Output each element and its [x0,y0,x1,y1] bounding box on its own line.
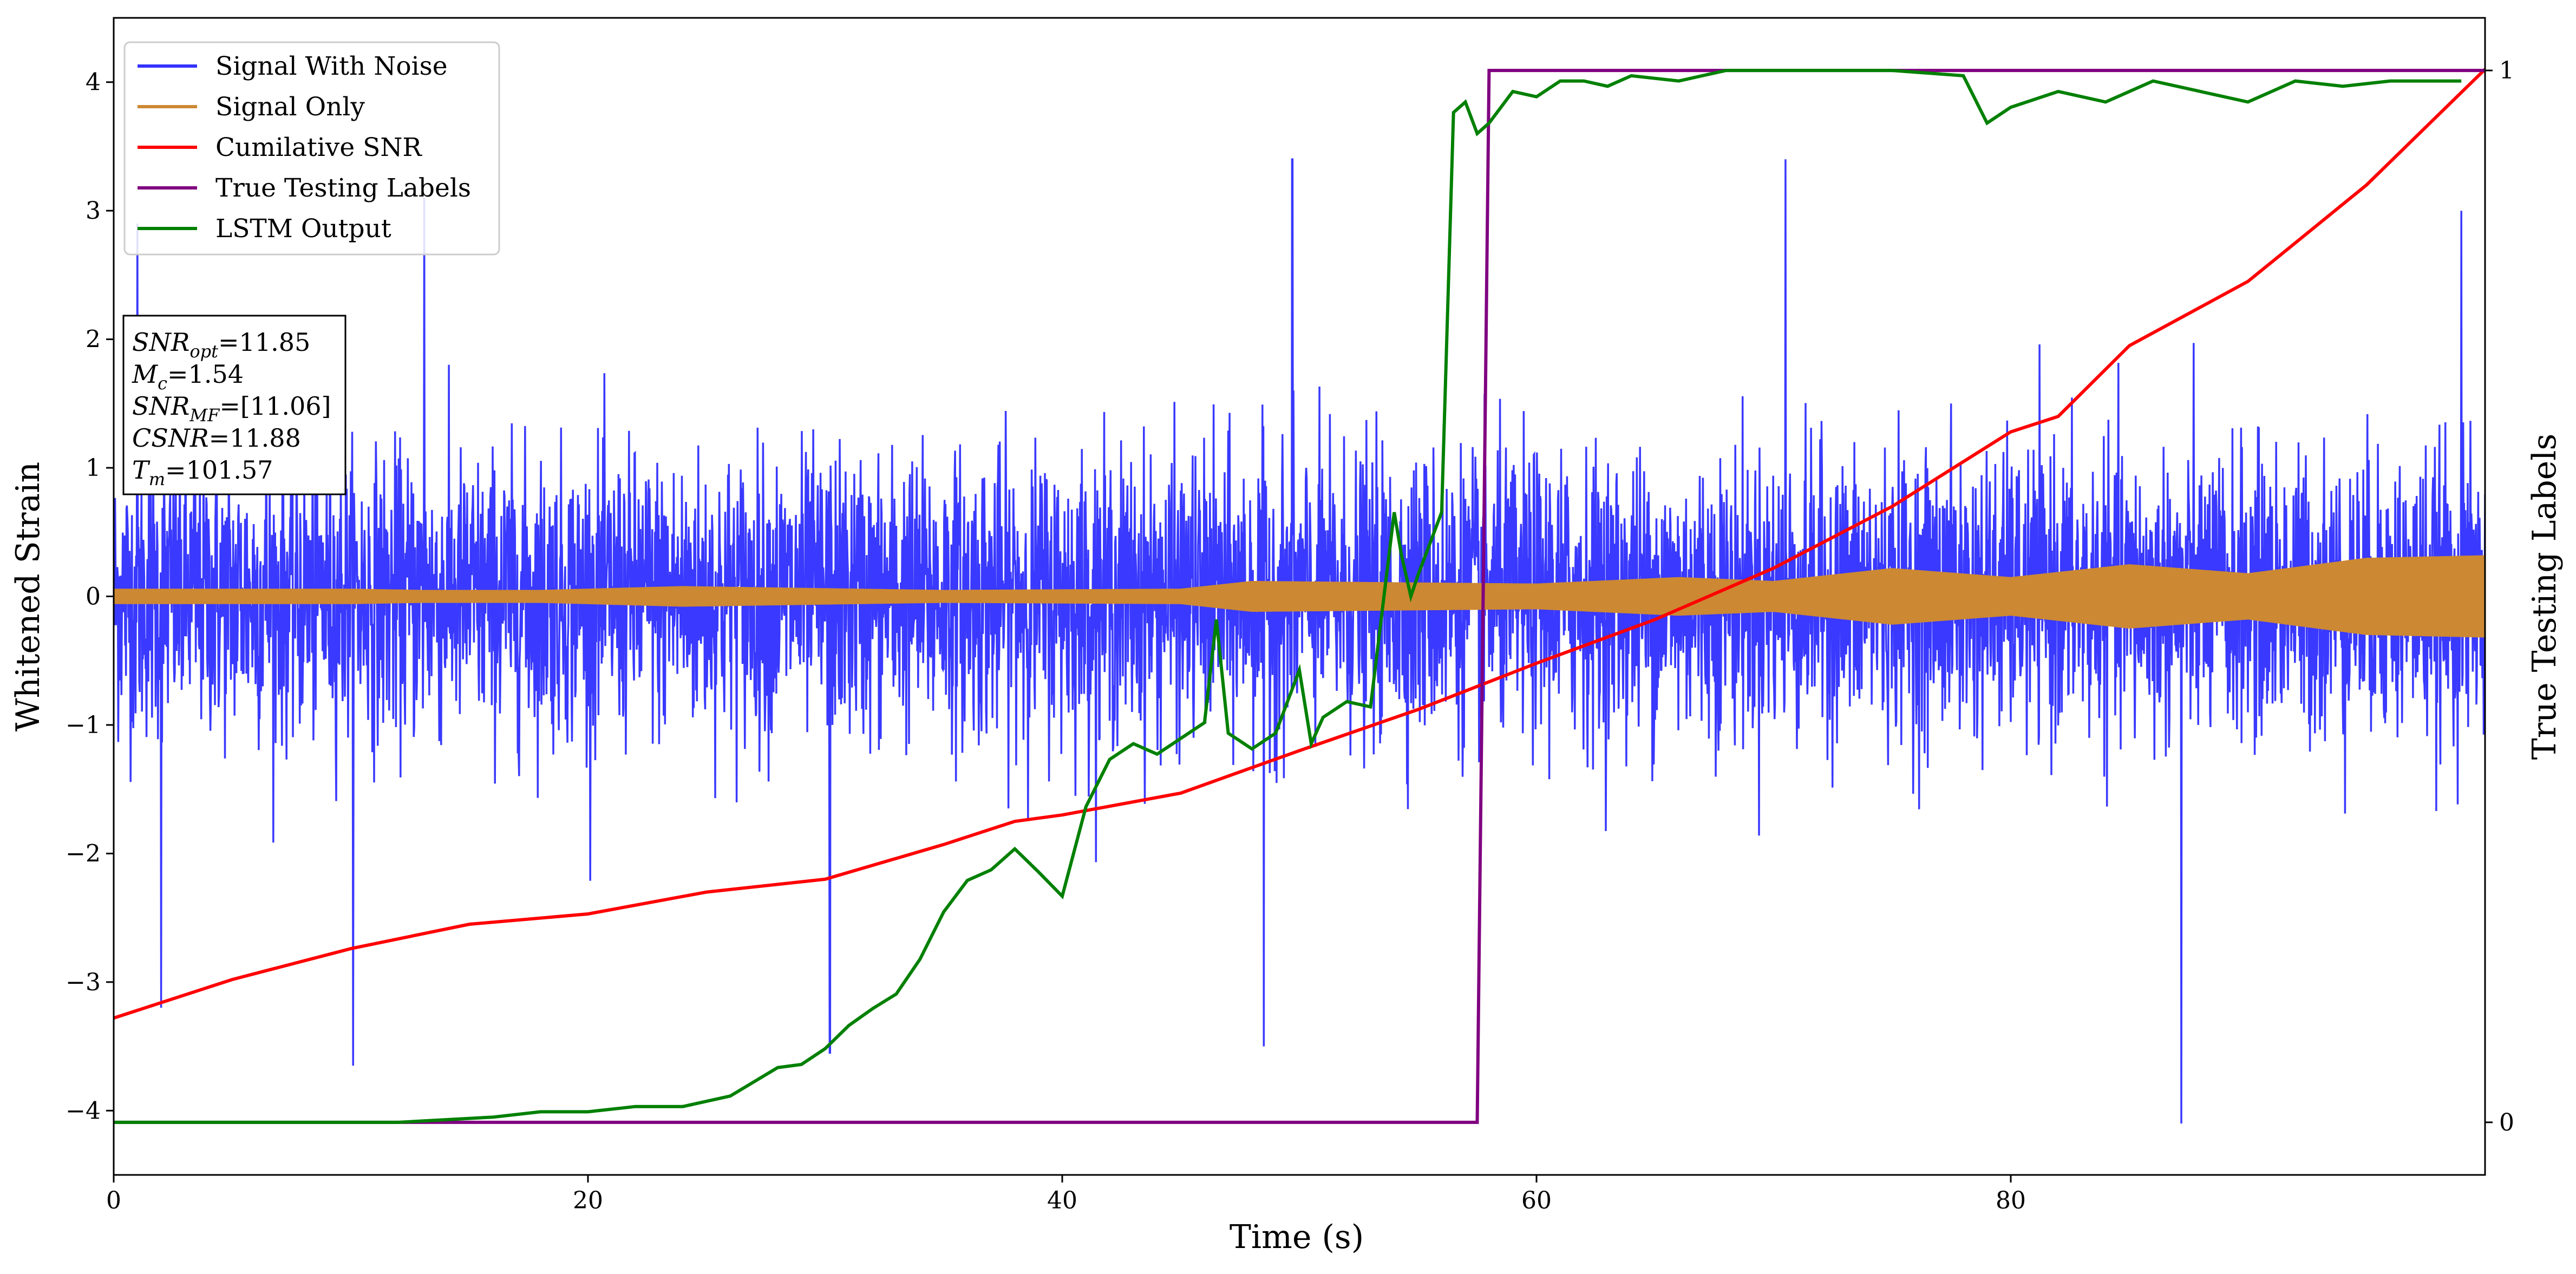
y-tick-label: −2 [66,840,101,867]
y-tick-label: −1 [66,711,101,739]
annotation-line: Mc=1.54 [132,360,244,394]
legend-label: True Testing Labels [215,173,471,203]
x-axis: 0 20 40 60 80 [106,1175,2026,1214]
annotation-line: CSNR=11.88 [132,423,301,453]
series-lstm-output [114,69,2462,1124]
y2-tick-label: 1 [2499,57,2514,84]
y-tick-label: 4 [86,69,101,96]
series-true-testing-labels [114,69,2485,1124]
y-axis: −4 −3 −2 −1 0 1 2 3 4 [66,69,114,1125]
legend-label: Signal With Noise [215,51,448,81]
annotation-box: SNRopt=11.85Mc=1.54SNRMF=[11.06]CSNR=11.… [122,315,346,495]
legend: Signal With Noise Signal Only Cumilative S… [123,41,500,256]
y2-axis-title: True Testing Labels [2526,434,2564,760]
annotation-line: Tm=101.57 [132,455,273,489]
annotation-line: SNRMF=[11.06] [132,391,331,426]
y-tick-label: 0 [86,583,101,611]
legend-label: Cumilative SNR [215,133,422,162]
y2-axis: 01 [2485,57,2514,1136]
annotation-line: SNRopt=11.85 [132,328,310,362]
x-tick-label: 60 [1521,1187,1552,1214]
y-tick-label: 2 [86,326,101,354]
y-tick-label: 1 [86,454,101,482]
x-tick-label: 0 [106,1187,121,1214]
x-tick-label: 80 [1996,1187,2026,1214]
x-axis-title: Time (s) [1230,1218,1364,1256]
x-tick-label: 20 [573,1187,603,1214]
annotation-frame [122,315,346,495]
legend-label: LSTM Output [215,214,391,244]
y-axis-title: Whitened Strain [9,462,47,731]
legend-label: Signal Only [215,92,365,122]
y-tick-label: −3 [66,969,101,996]
y-tick-label: −4 [66,1097,101,1125]
series-cumulative-snr [114,68,2485,1020]
y-tick-label: 3 [86,197,101,225]
series-signal-only [114,555,2485,638]
plot-area [114,68,2485,1124]
legend-frame [123,41,500,256]
series-signal-with-noise [114,158,2485,1124]
y2-tick-label: 0 [2499,1109,2514,1136]
x-tick-label: 40 [1047,1187,1077,1214]
